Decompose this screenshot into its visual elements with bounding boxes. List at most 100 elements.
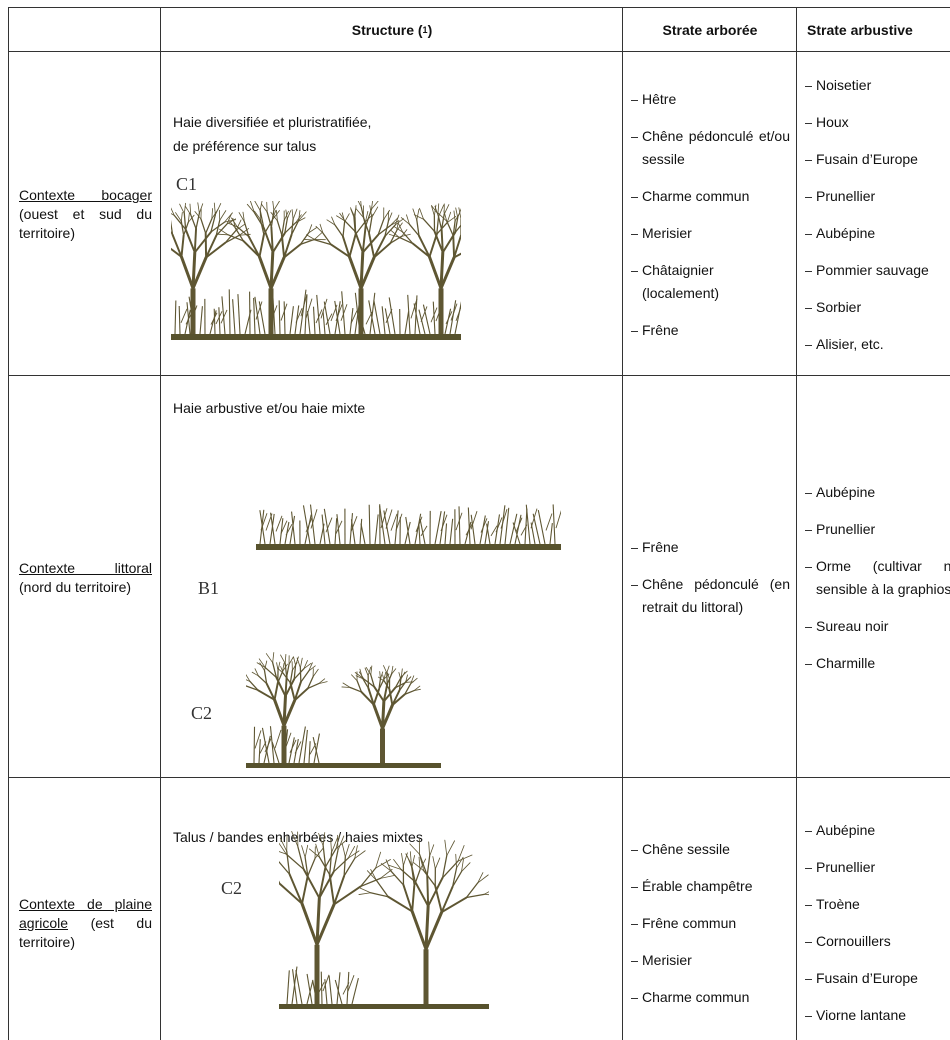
shrub-twig xyxy=(334,300,341,335)
dash xyxy=(805,122,812,124)
branch xyxy=(251,671,259,677)
branch xyxy=(219,210,227,221)
branch xyxy=(319,223,324,234)
dash xyxy=(805,85,812,87)
shrub-twig xyxy=(278,300,281,335)
dash xyxy=(805,1016,812,1017)
shrub-twig xyxy=(379,505,386,545)
branch xyxy=(398,672,402,680)
shrub-twig xyxy=(404,521,411,545)
branch xyxy=(393,859,402,870)
branch xyxy=(389,220,400,226)
branch xyxy=(443,204,450,215)
branch xyxy=(438,204,445,218)
shrub-twig xyxy=(420,306,428,322)
list-item: Charme commun xyxy=(629,185,790,208)
branch xyxy=(283,243,302,259)
branch xyxy=(400,217,410,225)
structure-cell: Haie diversifiée et pluristratifiée, de p… xyxy=(160,51,624,377)
branch xyxy=(249,680,259,691)
shrub-twig xyxy=(320,971,323,1005)
branch xyxy=(253,212,265,229)
branch xyxy=(383,665,388,674)
branch xyxy=(443,210,448,222)
shrub-twig xyxy=(418,309,426,335)
branch xyxy=(373,685,385,703)
list-item: Aubépine xyxy=(803,222,950,245)
shrub-twig xyxy=(306,310,311,335)
shrub-twig xyxy=(269,513,275,545)
header-text: Strate arborée xyxy=(662,22,758,38)
shrub-twig xyxy=(525,504,531,545)
branch xyxy=(437,203,440,215)
species: Chêne sessile xyxy=(642,840,730,857)
branch xyxy=(329,851,333,876)
branch xyxy=(226,213,232,225)
branch xyxy=(235,223,246,231)
branch xyxy=(483,893,489,896)
branch xyxy=(308,227,317,234)
shrub-twig xyxy=(549,522,553,545)
shrub-twig xyxy=(368,504,371,545)
species: Frêne xyxy=(642,539,679,555)
branch xyxy=(171,219,174,236)
shrub-twig xyxy=(449,300,457,335)
branch xyxy=(322,232,332,246)
shrub-twig xyxy=(351,978,359,1005)
branch xyxy=(361,677,370,689)
branch xyxy=(318,856,331,876)
shrub-twig xyxy=(418,523,421,545)
branch xyxy=(295,214,302,224)
shrub-twig xyxy=(381,306,386,335)
branch xyxy=(400,671,406,680)
branch xyxy=(360,690,375,706)
shrub-twig xyxy=(414,513,422,545)
shrub-twig xyxy=(349,513,354,545)
shrub-twig xyxy=(349,307,354,335)
branch xyxy=(280,654,286,664)
branch xyxy=(308,665,316,672)
list-item: Pommier sauvage xyxy=(803,259,950,282)
dash xyxy=(805,307,812,309)
list-item: Prunellier xyxy=(803,518,950,541)
arboree-cell: Chêne sessile Érable champêtre Frêne commu… xyxy=(622,777,798,1040)
branch xyxy=(276,220,283,236)
dash xyxy=(631,270,638,272)
branch xyxy=(349,686,363,693)
branch xyxy=(217,233,229,236)
branch xyxy=(280,666,284,674)
branch xyxy=(180,234,185,258)
dash xyxy=(631,886,638,888)
branch xyxy=(379,671,384,680)
branch xyxy=(455,207,459,219)
shrub-twig xyxy=(305,517,313,533)
shrub-twig xyxy=(405,516,411,545)
branch xyxy=(353,216,356,233)
shrub-twig xyxy=(410,298,418,319)
branch xyxy=(389,217,399,226)
species: Sorbier xyxy=(816,298,862,315)
branch xyxy=(314,231,324,240)
branch xyxy=(270,209,275,228)
branch xyxy=(387,895,414,913)
list-item: Chêne pédonculé (en retrait du littoral) xyxy=(629,573,790,619)
shrub-twig xyxy=(444,308,452,335)
branch xyxy=(477,872,484,884)
branch xyxy=(292,208,298,220)
diagram-label: C1 xyxy=(176,174,198,194)
branch xyxy=(347,850,360,859)
branch xyxy=(431,205,435,217)
branch xyxy=(405,674,408,683)
branch xyxy=(205,234,218,259)
branch xyxy=(377,224,391,236)
shrub-twig xyxy=(269,726,275,764)
branch xyxy=(358,892,372,895)
header-text: Structure ( xyxy=(351,22,423,38)
branch xyxy=(363,678,375,688)
shrub-twig xyxy=(263,735,271,764)
hedge-diagram xyxy=(171,201,461,340)
branch xyxy=(254,201,261,211)
branch xyxy=(303,662,312,670)
branch xyxy=(171,233,183,258)
list-item: Merisier xyxy=(629,949,790,972)
